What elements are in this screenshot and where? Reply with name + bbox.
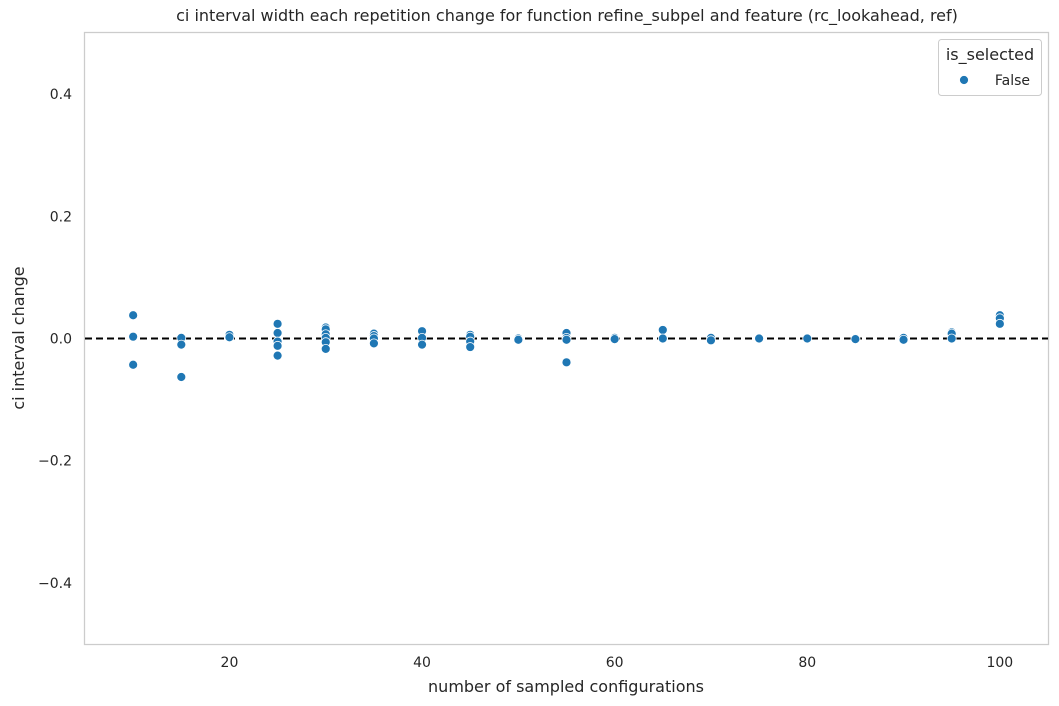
data-point (465, 342, 476, 352)
data-point (513, 334, 524, 345)
data-point (657, 325, 668, 335)
x-tick-label: 100 (986, 655, 1013, 671)
data-point (561, 357, 572, 368)
data-point (272, 340, 283, 351)
data-point (128, 331, 139, 342)
x-tick-label: 80 (798, 655, 816, 671)
y-tick-label: −0.4 (38, 576, 72, 592)
data-point (657, 333, 668, 344)
data-point (898, 334, 909, 345)
plot-area-frame (83, 31, 1050, 646)
data-point (224, 332, 235, 343)
data-point (272, 350, 283, 361)
y-tick-label: −0.2 (38, 454, 72, 470)
data-point (128, 359, 139, 370)
y-axis-ticks: −0.4 −0.2 0.0 0.2 0.4 (38, 87, 72, 592)
data-point (706, 335, 716, 346)
y-tick-label: 0.0 (50, 332, 72, 348)
data-point (802, 333, 813, 344)
legend-marker-false (959, 75, 969, 85)
data-point (994, 318, 1005, 329)
data-point (561, 334, 572, 345)
data-point (609, 334, 620, 345)
data-point (850, 334, 861, 345)
legend: is_selected False (938, 39, 1042, 96)
x-tick-label: 40 (413, 655, 431, 671)
data-point (754, 333, 764, 344)
data-point (320, 343, 331, 354)
chart-title: ci interval width each repetition change… (176, 6, 958, 26)
y-axis-label: ci interval change (9, 266, 28, 409)
x-tick-label: 60 (606, 655, 624, 671)
data-point (946, 333, 957, 344)
x-axis-ticks: 20 40 60 80 100 (221, 655, 1014, 671)
y-tick-label: 0.2 (50, 209, 72, 225)
data-point (128, 310, 139, 321)
data-point (176, 339, 187, 350)
data-point (272, 318, 283, 329)
data-point (368, 338, 379, 349)
scatter-points (128, 310, 1005, 382)
x-tick-label: 20 (221, 655, 239, 671)
y-tick-label: 0.4 (50, 87, 72, 103)
x-axis-label: number of sampled configurations (428, 677, 704, 696)
legend-label-false: False (995, 73, 1030, 89)
legend-title: is_selected (946, 45, 1034, 65)
data-point (176, 372, 187, 382)
data-point (417, 339, 427, 350)
data-point (272, 328, 283, 338)
